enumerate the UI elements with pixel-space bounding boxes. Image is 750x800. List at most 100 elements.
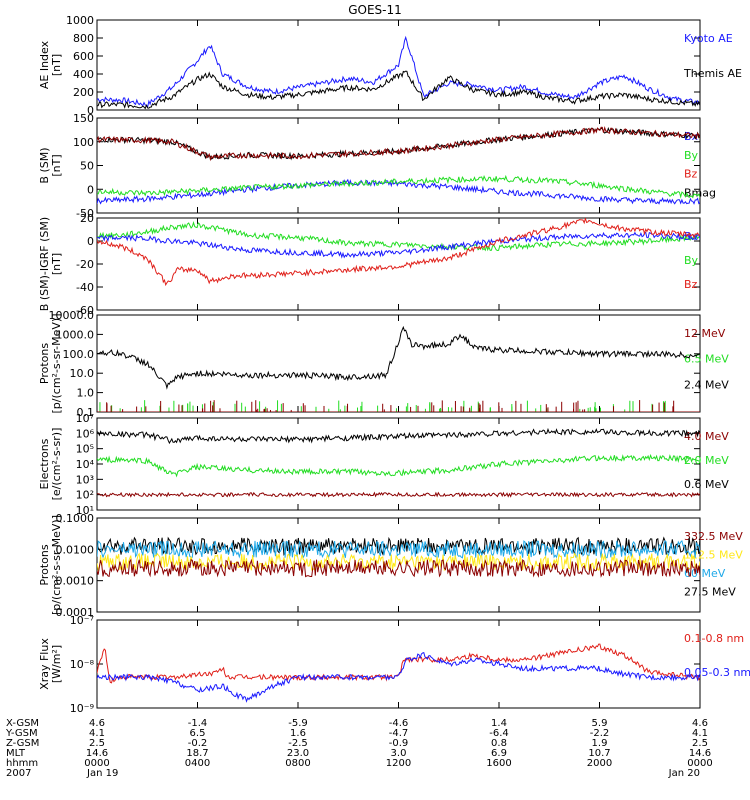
panel-frame-xray (96, 619, 701, 709)
xaxis-value: 23.0 (287, 748, 309, 759)
ytick-label: 100.0 (63, 348, 95, 361)
xaxis-value: 2000 (587, 758, 612, 769)
xaxis-value: 5.9 (592, 718, 608, 729)
ytick-label: 10³ (76, 473, 94, 486)
series-bdiff-bz (97, 218, 700, 287)
ylabel-protons_low: Protons (38, 343, 51, 384)
series-bfield-bx (97, 178, 700, 205)
ytick-label: 600 (73, 50, 94, 63)
legend-protons_high: 332.5 MeV (684, 530, 743, 543)
xaxis-value: -0.2 (188, 738, 208, 749)
legend-protons_high: 27.5 MeV (684, 586, 736, 599)
ytick-label: 10000.0 (49, 309, 95, 322)
legend-xray: 0.1-0.8 nm (684, 632, 744, 645)
ytick-label: 50 (80, 160, 94, 173)
plot-title: GOES-11 (348, 3, 402, 17)
ylabel-protons_low: [p/(cm²-s-sr-MeV)] (50, 314, 63, 414)
xaxis-value: Jan 19 (86, 768, 118, 779)
ylabel-bdiff: B (SM)-IGRF (SM) (38, 217, 51, 311)
xaxis-value: 14.6 (689, 748, 711, 759)
xaxis-value: 1.9 (592, 738, 608, 749)
series-electrons-0-6-mev (97, 427, 700, 445)
xaxis-value: 0.8 (491, 738, 507, 749)
xaxis-value: 10.7 (588, 748, 610, 759)
legend-electrons: 2.0 MeV (684, 454, 729, 467)
ylabel-xray: [W/m²] (50, 645, 63, 683)
ytick-label: 10⁷ (76, 412, 94, 425)
xaxis-value: -2.2 (590, 728, 610, 739)
ytick-label: 0.1 (77, 406, 95, 419)
xaxis-value: 1.6 (290, 728, 306, 739)
xaxis-value: 1600 (486, 758, 511, 769)
ytick-label: 10⁴ (76, 458, 95, 471)
xaxis-value: 0800 (285, 758, 310, 769)
series-bdiff-bx (97, 231, 700, 259)
series-protons_low-2-4-mev (97, 325, 700, 390)
xaxis-value: Jan 20 (668, 768, 700, 779)
series-bfield-bmag (97, 126, 700, 161)
ytick-label: 0 (87, 183, 94, 196)
ytick-label: 200 (73, 86, 94, 99)
series-protons_high-332-5-mev (97, 558, 700, 578)
ylabel-bfield: B (SM) (38, 147, 51, 183)
xaxis-row-label: Z-GSM (6, 738, 39, 749)
xaxis-row-label: MLT (6, 748, 26, 759)
ytick-label: -20 (76, 258, 94, 271)
xaxis-value: 18.7 (186, 748, 208, 759)
ytick-label: 1000.0 (56, 328, 95, 341)
ytick-label: -50 (76, 207, 94, 220)
xaxis-value: 4.1 (89, 728, 105, 739)
legend-bfield: Bz (684, 168, 698, 181)
xaxis-row-label: hhmm (6, 758, 38, 769)
xaxis-value: -6.4 (489, 728, 509, 739)
ytick-label: 800 (73, 32, 94, 45)
xaxis-value: -4.7 (389, 728, 409, 739)
ytick-label: 10⁵ (76, 443, 94, 456)
panel-frame-protons_low (96, 314, 701, 413)
xaxis-value: -5.9 (288, 718, 308, 729)
legend-ae: Themis AE (683, 67, 742, 80)
xaxis-value: 0000 (84, 758, 109, 769)
ytick-label: 10⁶ (76, 427, 95, 440)
panel-frame-bdiff (96, 217, 701, 311)
series-xray-0-05-0-3-nm (97, 651, 700, 703)
ylabel-protons_high: [p/(cm²-s-sr-MeV)] (50, 515, 63, 615)
ytick-label: 20 (80, 212, 94, 225)
series-ae-themis-ae (97, 70, 700, 110)
series-bfield-bz (97, 126, 700, 162)
xaxis-value: 4.6 (89, 718, 105, 729)
series-electrons-4-0-mev (97, 491, 700, 498)
ytick-label: 10.0 (70, 367, 95, 380)
ylabel-bfield: [nT] (50, 154, 63, 176)
xaxis-value: -0.9 (389, 738, 409, 749)
ytick-label: 0 (87, 104, 94, 117)
xaxis-value: 6.9 (491, 748, 507, 759)
xaxis-value: 1200 (386, 758, 411, 769)
xaxis-value: 14.6 (86, 748, 108, 759)
ylabel-electrons: Electrons (38, 438, 51, 489)
ytick-label: 0.0100 (56, 543, 95, 556)
xaxis-value: 2.5 (692, 738, 708, 749)
xaxis-value: 0000 (687, 758, 712, 769)
ytick-label: 0.0010 (56, 575, 95, 588)
xaxis-row-label: X-GSM (6, 718, 39, 729)
xaxis-value: -2.5 (288, 738, 308, 749)
xaxis-value: 2.5 (89, 738, 105, 749)
ytick-label: 1.0 (77, 387, 95, 400)
xaxis-row-label: Y-GSM (5, 728, 38, 739)
ytick-label: 150 (73, 112, 94, 125)
xaxis-value: -1.4 (188, 718, 208, 729)
xaxis-value: 1.4 (491, 718, 507, 729)
ytick-label: -60 (76, 304, 94, 317)
ytick-label: 1000 (66, 14, 94, 27)
ytick-label: 10² (76, 489, 94, 502)
ylabel-ae: AE Index (38, 40, 51, 89)
xaxis-value: 4.6 (692, 718, 708, 729)
ytick-label: 10⁻⁷ (70, 614, 94, 627)
xaxis-value: 0400 (185, 758, 210, 769)
ylabel-electrons: [e/(cm²-s-sr)] (50, 428, 63, 501)
series-xray-0-1-0-8-nm (97, 643, 700, 684)
series-protons_high-60-mev (97, 539, 700, 560)
series-electrons-2-0-mev (97, 453, 700, 478)
xaxis-value: -4.6 (389, 718, 409, 729)
